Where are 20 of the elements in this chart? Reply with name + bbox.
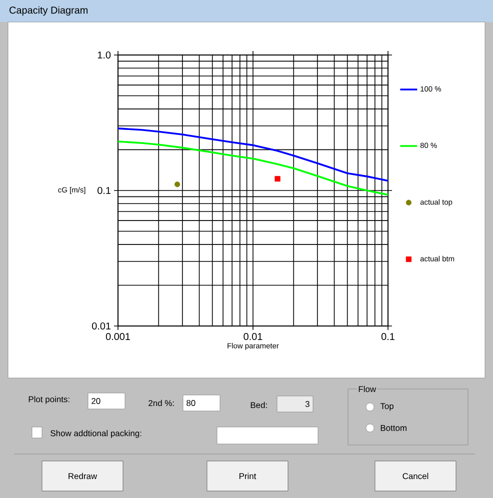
text: 2nd %:	[148, 400, 174, 406]
chart-title: Capacity Diagram	[10, 6, 88, 16]
text: Bed:	[250, 402, 267, 408]
text: Print	[239, 472, 256, 480]
x-tick-label: 0.001	[106, 333, 130, 340]
text: Flow	[358, 386, 376, 392]
text: Redraw	[68, 472, 98, 480]
text: Plot points:	[28, 396, 70, 404]
text: Top	[380, 403, 394, 411]
text: 80	[186, 400, 196, 406]
text: 20	[92, 398, 100, 404]
y-tick-label: 0.1	[98, 186, 111, 194]
text: Bottom	[380, 425, 406, 431]
y-tick-label: 1.0	[98, 51, 111, 59]
y-tick-label: 0.01	[92, 322, 111, 330]
x-tick-label: 0.01	[244, 333, 262, 340]
text: Cancel	[402, 472, 428, 480]
text: 3	[305, 401, 310, 407]
text: Show addtional packing:	[50, 430, 142, 438]
x-tick-label: 0.1	[381, 333, 394, 340]
